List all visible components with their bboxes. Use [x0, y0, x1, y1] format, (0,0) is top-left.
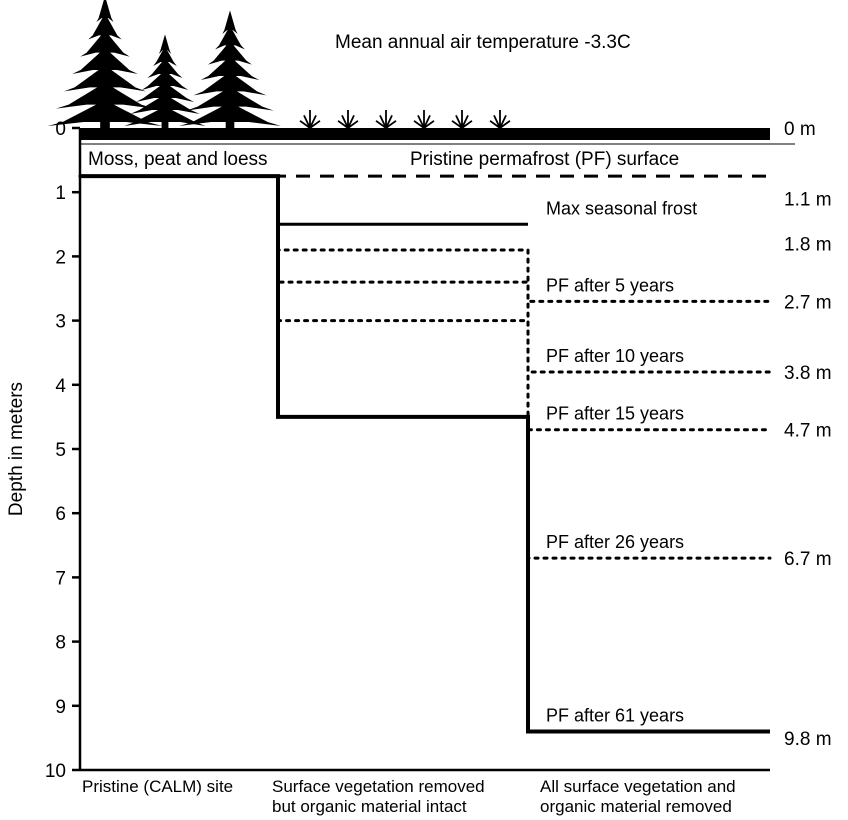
tree-icon — [124, 34, 205, 128]
right-depth-label: 4.7 m — [784, 421, 832, 442]
grass-icon — [452, 110, 472, 128]
right-depth-label: 2.7 m — [784, 292, 832, 313]
y-tick-label: 7 — [55, 568, 66, 589]
right-depth-label: 1.1 m — [784, 190, 832, 211]
grass-icon — [414, 110, 434, 128]
y-tick-label: 2 — [55, 247, 66, 268]
grass-icon — [338, 110, 358, 128]
tree-icon — [179, 10, 281, 128]
y-tick-label: 1 — [55, 183, 66, 204]
y-tick-label: 0 — [55, 119, 66, 140]
x-column-label: All surface vegetation and — [540, 777, 736, 796]
series-label: PF after 15 years — [546, 404, 684, 424]
right-depth-label: 1.8 m — [784, 235, 832, 256]
pf-surface-label: Pristine permafrost (PF) surface — [410, 149, 679, 170]
x-column-label: but organic material intact — [272, 797, 467, 816]
diagram-title: Mean annual air temperature -3.3C — [335, 32, 631, 53]
y-tick-label: 3 — [55, 312, 66, 333]
series-label: PF after 61 years — [546, 705, 684, 725]
grass-icon — [376, 110, 396, 128]
surface-strip — [80, 128, 770, 140]
grass-icon — [490, 110, 510, 128]
series-label: PF after 5 years — [546, 275, 674, 295]
y-axis-label: Depth in meters — [6, 382, 27, 516]
y-tick-label: 10 — [45, 761, 66, 782]
series-line-pf_61yr — [80, 176, 770, 731]
diagram-svg: Mean annual air temperature -3.3C 0 1 2 3 4 5 6… — [0, 0, 848, 820]
series-label: Max seasonal frost — [546, 198, 697, 218]
x-column-label: organic material removed — [540, 797, 732, 816]
right-depth-label: 6.7 m — [784, 549, 832, 570]
y-tick-label: 5 — [55, 440, 66, 461]
diagram-canvas: Mean annual air temperature -3.3C 0 1 2 3 4 5 6… — [0, 0, 848, 820]
moss-peat-loess-label: Moss, peat and loess — [88, 149, 268, 170]
x-column-label: Pristine (CALM) site — [82, 777, 233, 796]
grass-icon — [300, 110, 320, 128]
y-tick-label: 6 — [55, 504, 66, 525]
right-depth-label: 0 m — [784, 119, 816, 140]
x-column-label: Surface vegetation removed — [272, 777, 485, 796]
y-tick-label: 8 — [55, 633, 66, 654]
series-label: PF after 10 years — [546, 346, 684, 366]
y-tick-label: 4 — [55, 376, 66, 397]
series-line-pf_26yr — [80, 176, 770, 558]
series-label: PF after 26 years — [546, 532, 684, 552]
right-depth-label: 9.8 m — [784, 729, 832, 750]
y-tick-label: 9 — [55, 697, 66, 718]
right-depth-label: 3.8 m — [784, 363, 832, 384]
